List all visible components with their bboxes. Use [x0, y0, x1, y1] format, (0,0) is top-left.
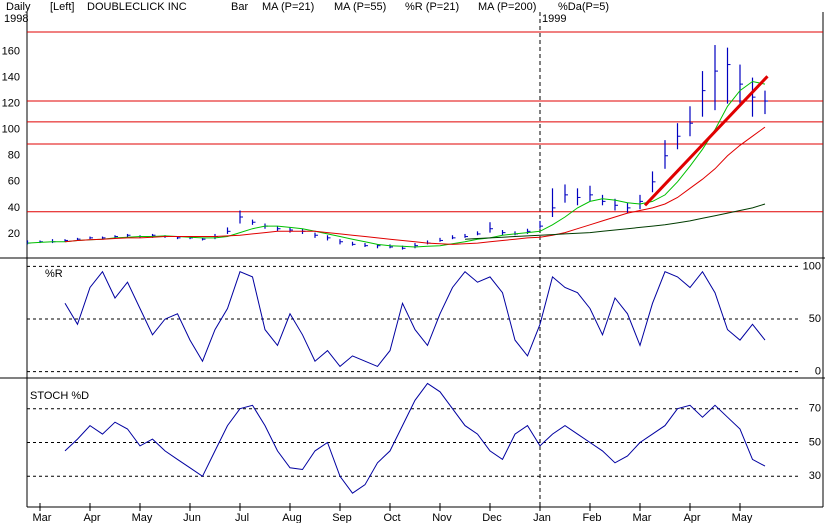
y-tick-label: 50 — [809, 436, 821, 448]
x-tick-label: Apr — [683, 512, 700, 523]
year-label: 1998 — [4, 13, 28, 25]
x-tick-label: Jun — [183, 512, 201, 523]
series-line — [27, 80, 766, 248]
series-line — [64, 126, 766, 245]
y-tick-label: 80 — [8, 150, 20, 162]
x-tick-label: Oct — [383, 512, 400, 523]
legend-entry: MA (P=55) — [334, 1, 386, 13]
x-tick-label: May — [732, 512, 753, 523]
y-tick-label: 120 — [2, 98, 20, 110]
x-tick-label: Nov — [432, 512, 452, 523]
y-tick-label: 140 — [2, 72, 20, 84]
x-tick-label: Jul — [235, 512, 249, 523]
y-tick-label: 30 — [809, 470, 821, 482]
legend-entry: %Da(P=5) — [558, 1, 609, 13]
series-line — [464, 203, 766, 240]
year-label: 1999 — [542, 13, 566, 25]
y-tick-label: 0 — [815, 366, 821, 378]
panel-label: %R — [45, 268, 63, 280]
legend-entry: %R (P=21) — [405, 1, 459, 13]
x-tick-label: Sep — [332, 512, 352, 523]
y-tick-label: 160 — [2, 45, 20, 57]
x-tick-label: Feb — [583, 512, 602, 523]
x-tick-label: Dec — [482, 512, 502, 523]
scale-label: [Left] — [50, 1, 74, 13]
series-line — [64, 270, 766, 368]
y-tick-label: 70 — [809, 403, 821, 415]
x-tick-label: May — [132, 512, 153, 523]
x-tick-label: Mar — [33, 512, 52, 523]
y-tick-label: 100 — [803, 260, 821, 272]
legend-entry: MA (P=200) — [478, 1, 536, 13]
panel-label: STOCH %D — [30, 390, 89, 402]
y-tick-label: 100 — [2, 124, 20, 136]
period: Daily — [6, 1, 31, 13]
legend-entry: MA (P=21) — [262, 1, 314, 13]
x-tick-label: Aug — [282, 512, 302, 523]
legend-entry: Bar — [231, 1, 248, 13]
trendline — [643, 75, 769, 207]
x-tick-label: Mar — [633, 512, 652, 523]
x-tick-label: Apr — [83, 512, 100, 523]
chart-title: DOUBLECLICK INC — [87, 1, 187, 13]
y-tick-label: 50 — [809, 313, 821, 325]
series-line — [64, 382, 766, 494]
y-tick-label: 60 — [8, 176, 20, 188]
y-tick-label: 20 — [8, 228, 20, 240]
y-tick-label: 40 — [8, 202, 20, 214]
x-tick-label: Jan — [533, 512, 551, 523]
